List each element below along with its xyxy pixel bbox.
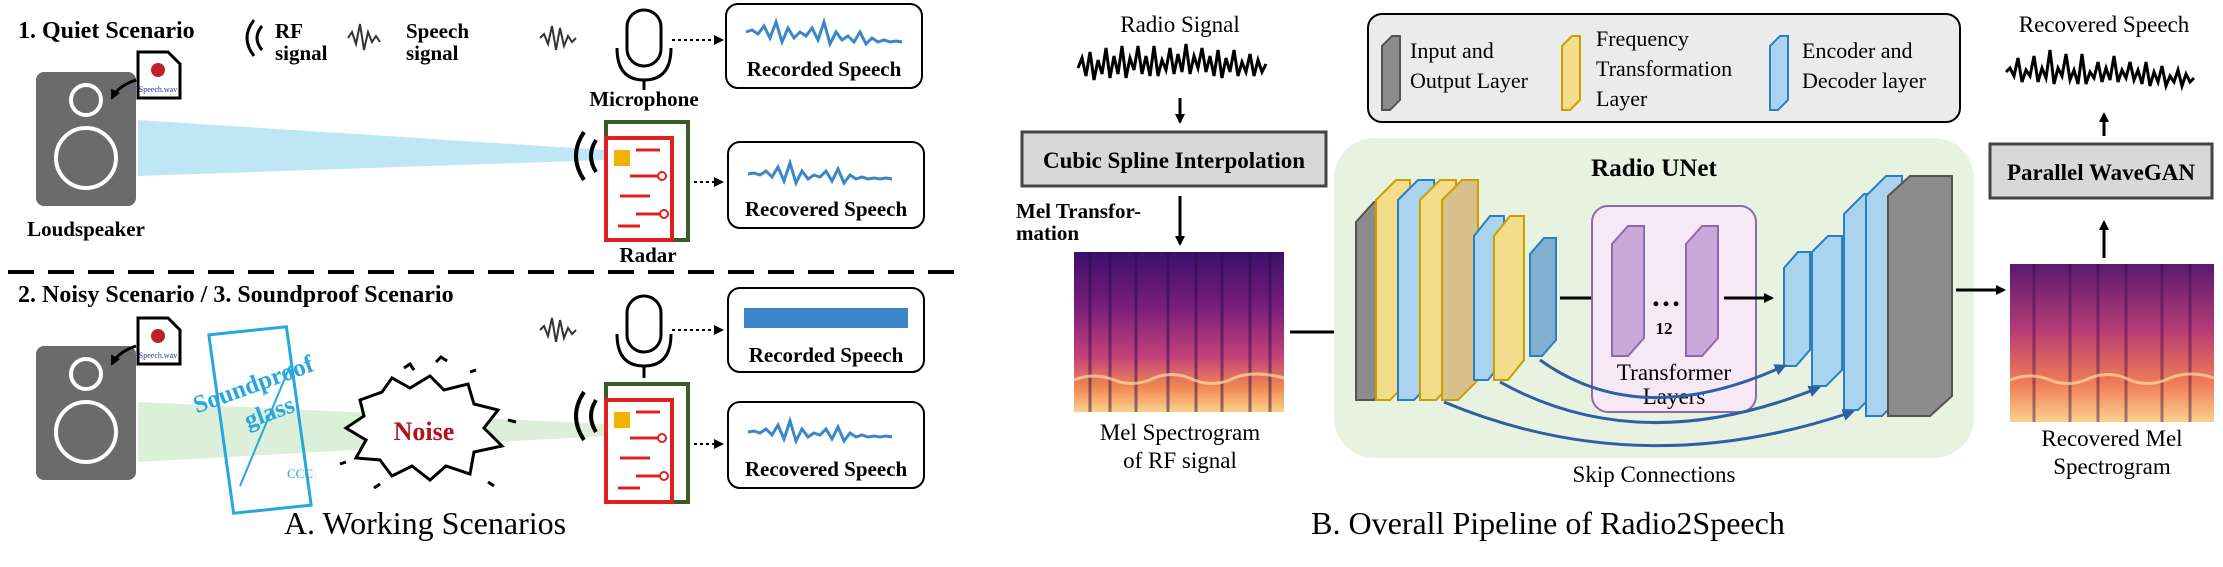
radio-unet: Radio UNet … 12 Transformer <box>1334 138 1974 487</box>
panel-b: Radio Signal Cubic Spline Interpolation … <box>1016 12 2215 541</box>
transformer-layers: … 12 Transformer Layers <box>1591 205 1757 413</box>
cubic-spline-box: Cubic Spline Interpolation <box>1020 130 1328 188</box>
radar-beam-top <box>138 120 605 176</box>
unet-decoder <box>1783 175 1953 417</box>
speech-signal-icon <box>347 23 381 51</box>
panel-a-caption: A. Working Scenarios <box>284 505 566 541</box>
panel-a: 1. Quiet Scenario RF signal Speech signa… <box>8 3 960 541</box>
mel-rf-label-line2: of RF signal <box>1123 448 1237 473</box>
ccc-label: CCC <box>287 466 313 481</box>
recorded-speech-label-top: Recorded Speech <box>747 57 902 81</box>
radar-icon-top <box>574 120 690 242</box>
speech-file-icon: Speech.wav <box>136 50 182 100</box>
parallel-wavegan-label: Parallel WaveGAN <box>2007 160 2195 185</box>
microphone-icon-bottom <box>615 294 673 378</box>
rf-mel-spectrogram <box>1073 252 1285 412</box>
noise-label: Noise <box>394 417 455 446</box>
speech-wave-icon <box>539 25 577 51</box>
legend-io-line2: Output Layer <box>1410 68 1529 93</box>
recovered-mel-label-line2: Spectrogram <box>2053 454 2171 479</box>
recovered-speech-label-top: Recovered Speech <box>745 197 908 221</box>
skip-connections <box>1443 358 1855 448</box>
legend-speech-signal-line1: Speech <box>406 19 469 43</box>
legend-rf-signal-line1: RF <box>275 19 303 43</box>
transformer-ellipsis: … <box>1651 280 1681 313</box>
recovered-mel-label-line1: Recovered Mel <box>2041 426 2182 451</box>
cubic-spline-label: Cubic Spline Interpolation <box>1043 148 1305 173</box>
radar-icon-bottom <box>574 382 690 504</box>
recorded-speech-box-top: Recorded Speech <box>725 3 923 89</box>
recovered-speech-label-bottom: Recovered Speech <box>745 457 908 481</box>
legend-freq-line3: Layer <box>1596 86 1648 111</box>
file-label-top: Speech.wav <box>139 85 177 94</box>
transformer-count: 12 <box>1656 319 1673 338</box>
noise-burst: Noise <box>339 355 517 490</box>
loudspeaker-icon <box>36 72 136 206</box>
radio-signal-waveform <box>1076 43 1268 81</box>
mel-rf-label-line1: Mel Spectrogram <box>1100 420 1260 445</box>
parallel-wavegan-box: Parallel WaveGAN <box>1988 142 2214 200</box>
microphone-label: Microphone <box>589 87 698 111</box>
mel-transformation-line2: mation <box>1016 221 1079 245</box>
skip-connections-label: Skip Connections <box>1573 462 1736 487</box>
noisy-scenario-title: 2. Noisy Scenario / 3. Soundproof Scenar… <box>18 282 454 308</box>
recovered-mel-spectrogram <box>2009 264 2215 422</box>
rf-signal-icon <box>245 19 264 57</box>
loudspeaker-label: Loudspeaker <box>27 217 145 241</box>
transformer-label-line1: Transformer <box>1617 360 1731 385</box>
quiet-scenario-title: 1. Quiet Scenario <box>18 18 195 44</box>
recovered-speech-box-top: Recovered Speech <box>727 141 925 229</box>
speech-wave-icon-bottom <box>539 317 577 343</box>
recovered-speech-box-bottom: Recovered Speech <box>727 401 925 489</box>
file-label-bottom: Speech.wav <box>139 351 177 360</box>
legend-rf-signal-line2: signal <box>275 41 328 65</box>
legend-enc-line1: Encoder and <box>1802 38 1913 63</box>
mel-transformation-line1: Mel Transfor- <box>1016 199 1141 223</box>
radio-signal-label: Radio Signal <box>1120 12 1239 37</box>
recovered-speech-output-label: Recovered Speech <box>2019 12 2190 37</box>
radio-unet-label: Radio UNet <box>1591 155 1717 182</box>
legend-speech-signal-line2: signal <box>406 41 459 65</box>
recovered-speech-waveform <box>2004 49 2196 92</box>
legend-io-line1: Input and <box>1410 38 1494 63</box>
recorded-speech-box-bottom: Recorded Speech <box>727 287 925 373</box>
unet-encoder <box>1355 179 1557 401</box>
legend-freq-line1: Frequency <box>1596 26 1689 51</box>
radar-label: Radar <box>619 243 676 267</box>
panel-b-caption: B. Overall Pipeline of Radio2Speech <box>1311 505 1785 541</box>
speech-file-icon-bottom: Speech.wav <box>136 316 182 366</box>
legend-freq-line2: Transformation <box>1596 56 1732 81</box>
recorded-speech-label-bottom: Recorded Speech <box>749 343 904 367</box>
microphone-icon <box>615 8 673 90</box>
loudspeaker-icon-bottom <box>36 346 136 480</box>
legend-enc-line2: Decoder layer <box>1802 68 1927 93</box>
layer-legend: Input and Output Layer Frequency Transfo… <box>1367 13 1961 123</box>
